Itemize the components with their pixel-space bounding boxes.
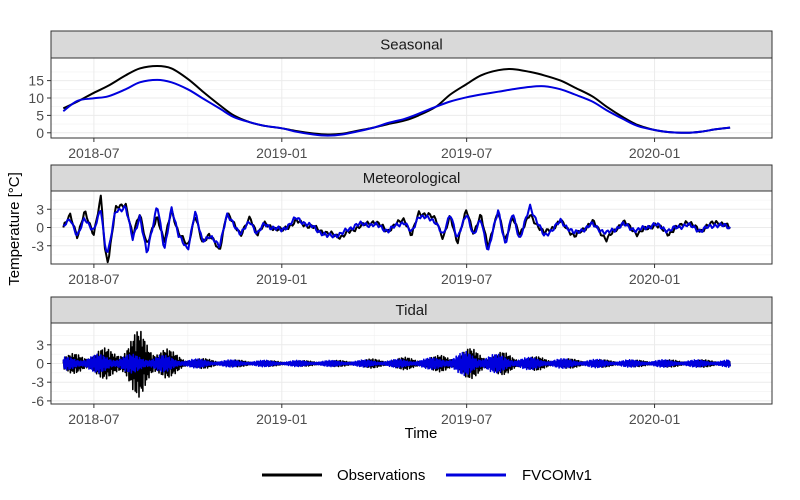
strip-label: Meteorological	[363, 170, 461, 187]
legend-label: FVCOMv1	[522, 467, 592, 484]
series-line-fvcomv1	[62, 350, 731, 377]
strip-label: Tidal	[396, 302, 428, 319]
strip-seasonal	[50, 30, 773, 59]
series-group	[62, 330, 731, 398]
y-tick-label: 0	[36, 125, 44, 141]
x-tick-label: 2018-07	[68, 145, 120, 161]
series-line-fvcomv1	[62, 203, 731, 254]
x-tick-label: 2019-01	[256, 411, 308, 427]
x-tick-label: 2019-01	[256, 271, 308, 287]
grid	[51, 58, 772, 138]
y-tick-label: -3	[32, 374, 45, 390]
y-tick-label: 5	[36, 107, 44, 123]
x-tick-label: 2018-07	[68, 271, 120, 287]
series-line-fvcomv1	[62, 78, 731, 137]
series-line-observations	[62, 65, 731, 136]
legend-item-observations: Observations	[262, 467, 425, 484]
x-tick-label: 2019-07	[441, 145, 493, 161]
panel-tidal: Tidal -6 -3 0 3 2018-07 2019-01 2019-07 2020-01	[32, 296, 773, 427]
y-tick-label: 3	[36, 337, 44, 353]
y-tick-label: -3	[32, 238, 45, 254]
grid	[51, 191, 772, 264]
y-tick-label: 10	[28, 90, 44, 106]
strip-tidal	[50, 296, 773, 324]
legend-label: Observations	[337, 467, 425, 484]
y-axis-title: Temperature [°C]	[6, 172, 23, 286]
panel-meteorological: Meteorological -3 0 3 2018-07 2019-01 2019-07 2…	[32, 164, 773, 287]
strip-label: Seasonal	[380, 37, 443, 54]
y-tick-label: -6	[32, 393, 45, 409]
x-tick-label: 2018-07	[68, 411, 120, 427]
x-tick-label: 2019-07	[441, 271, 493, 287]
y-tick-label: 3	[36, 201, 44, 217]
x-axis-title: Time	[405, 425, 438, 442]
y-tick-label: 15	[28, 73, 44, 89]
x-tick-label: 2019-01	[256, 145, 308, 161]
x-tick-label: 2020-01	[629, 145, 681, 161]
series-group	[62, 65, 731, 137]
x-tick-label: 2020-01	[629, 411, 681, 427]
legend-item-fvcomv1: FVCOMv1	[446, 467, 592, 484]
x-tick-label: 2020-01	[629, 271, 681, 287]
y-tick-label: 0	[36, 356, 44, 372]
series-group	[62, 194, 731, 264]
y-tick-label: 0	[36, 220, 44, 236]
legend: Observations FVCOMv1	[262, 467, 592, 484]
x-tick-label: 2019-07	[441, 411, 493, 427]
